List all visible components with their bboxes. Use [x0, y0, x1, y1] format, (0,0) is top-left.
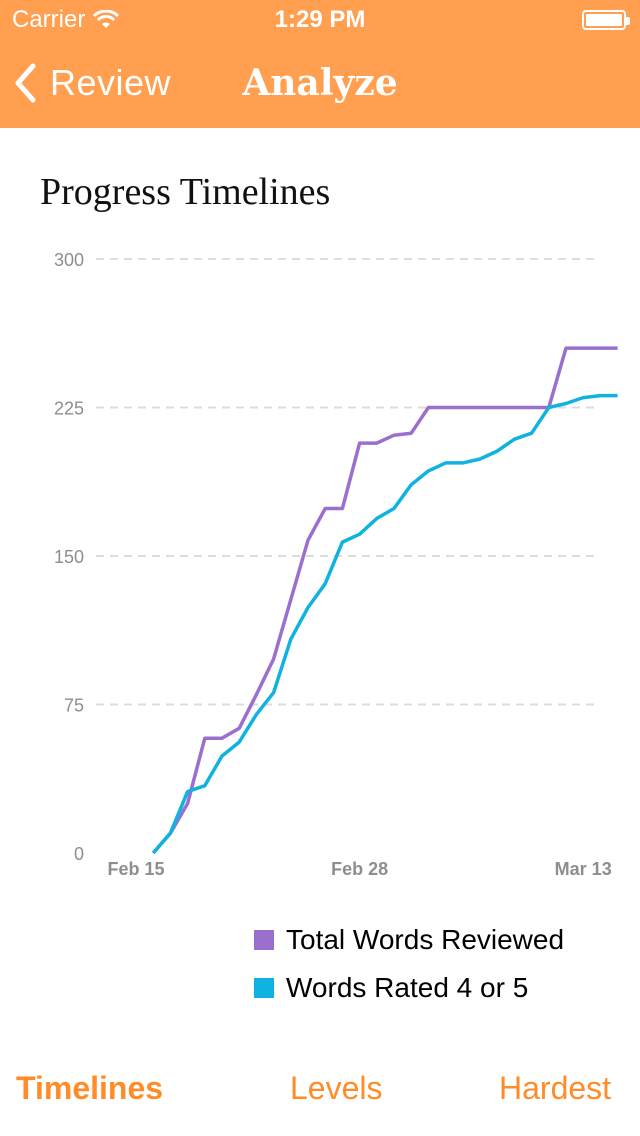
- y-tick-label: 150: [54, 547, 84, 567]
- tab-hardest[interactable]: Hardest: [499, 1070, 612, 1106]
- y-tick-label: 0: [74, 844, 84, 864]
- battery-icon: [582, 10, 630, 30]
- legend-item-total: Total Words Reviewed: [254, 916, 564, 964]
- carrier-label: Carrier: [12, 6, 86, 33]
- wifi-icon: [93, 10, 120, 28]
- legend-label-total: Total Words Reviewed: [286, 924, 565, 955]
- y-tick-label: 300: [54, 250, 84, 270]
- status-time: 1:29 PM: [274, 6, 366, 33]
- tab-levels[interactable]: Levels: [290, 1070, 383, 1106]
- legend-swatch-total: [254, 930, 274, 950]
- back-button[interactable]: Review: [14, 58, 171, 108]
- legend-label-rated: Words Rated 4 or 5: [286, 972, 529, 1003]
- x-tick-label: Feb 28: [331, 859, 388, 879]
- nav-header: Carrier 1:29 PM Review Analyze: [0, 0, 640, 128]
- legend-item-rated: Words Rated 4 or 5: [254, 964, 564, 1012]
- chart-title: Progress Timelines: [40, 171, 331, 213]
- progress-chart: 0 75 150 225 300 Feb 15 Feb 28 Mar 13: [54, 250, 618, 879]
- tab-timelines[interactable]: Timelines: [16, 1070, 164, 1106]
- back-label: Review: [50, 62, 172, 103]
- legend-swatch-rated: [254, 978, 274, 998]
- chart-legend: Total Words Reviewed Words Rated 4 or 5: [254, 916, 564, 1012]
- y-tick-label: 75: [64, 696, 84, 716]
- x-tick-label: Feb 15: [107, 859, 164, 879]
- status-carrier: Carrier: [12, 6, 120, 34]
- series-line-total: [151, 346, 618, 855]
- series-line-rated: [151, 393, 618, 855]
- chevron-left-icon: [15, 63, 36, 103]
- tab-bar: Timelines Levels Hardest: [0, 1060, 640, 1124]
- y-tick-label: 225: [54, 399, 84, 419]
- x-tick-label: Mar 13: [555, 859, 612, 879]
